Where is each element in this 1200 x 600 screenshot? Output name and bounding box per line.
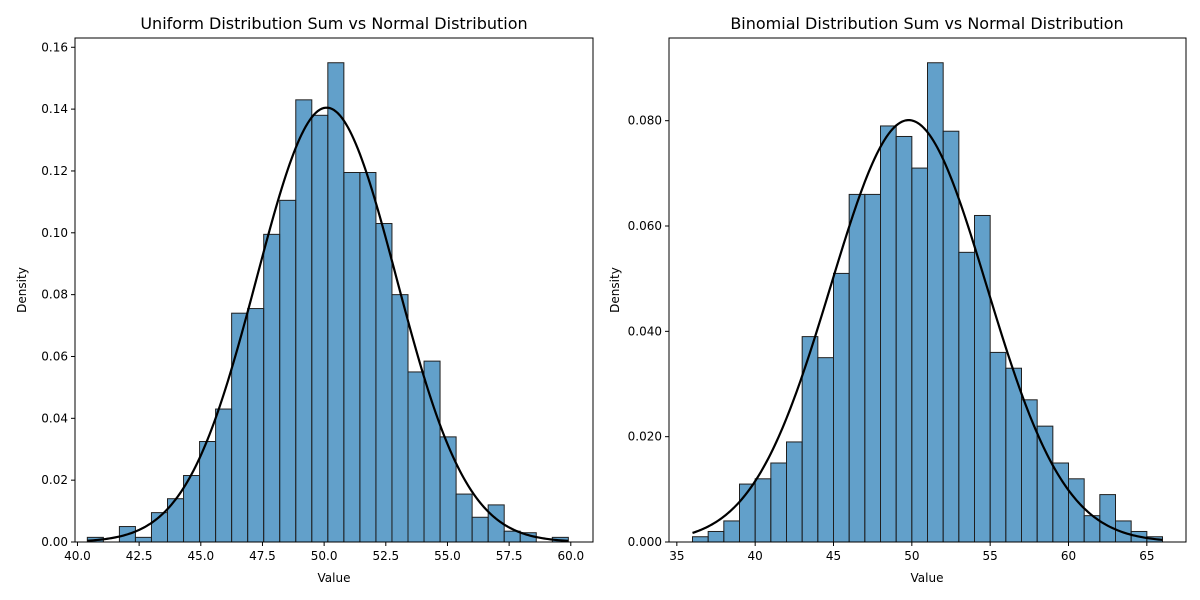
chart-title: Uniform Distribution Sum vs Normal Distr…	[140, 14, 527, 33]
normal-curve	[87, 106, 569, 542]
histogram-bar	[295, 99, 313, 543]
y-tick-label: 0.060	[628, 219, 662, 233]
histogram-bar	[455, 493, 473, 543]
histogram-bar	[471, 516, 489, 543]
histogram-bar	[279, 199, 297, 543]
histogram-bar	[263, 233, 281, 543]
y-tick-label: 0.040	[628, 324, 662, 338]
histogram-bar	[911, 167, 929, 543]
y-tick-label: 0.16	[41, 40, 68, 54]
x-tick-label: 60	[1061, 549, 1076, 563]
histogram-bar	[989, 351, 1007, 543]
axis-ticks: 40.0 42.5 45.0 47.5 50.0 52.5 55.0 57.5 60.0 0.00…	[41, 40, 584, 563]
y-tick-label: 0.080	[628, 114, 662, 128]
histogram-bar	[1036, 425, 1054, 543]
x-tick-label: 40.0	[64, 549, 91, 563]
y-axis-label: Density	[15, 267, 29, 313]
histogram-bar	[134, 536, 152, 543]
histogram-bar	[215, 408, 233, 543]
y-tick-label: 0.000	[628, 535, 662, 549]
histogram-bar	[848, 193, 866, 543]
y-tick-label: 0.04	[41, 411, 68, 425]
x-axis-label: Value	[911, 571, 944, 585]
histogram-bar	[974, 214, 991, 543]
histogram-bar	[343, 172, 361, 543]
y-tick-label: 0.12	[41, 164, 68, 178]
y-tick-label: 0.02	[41, 473, 68, 487]
histogram-bar	[1068, 478, 1085, 543]
histogram-bar	[770, 462, 788, 543]
x-tick-label: 47.5	[249, 549, 276, 563]
histogram-bar	[327, 62, 345, 543]
histogram-bar	[375, 223, 393, 543]
x-tick-label: 50	[904, 549, 919, 563]
x-tick-label: 55.0	[434, 549, 461, 563]
histogram-bar	[311, 114, 329, 543]
histogram-bar	[786, 441, 803, 543]
histogram-bar	[247, 308, 265, 543]
histogram-bar	[1005, 367, 1023, 543]
histogram-bar	[864, 193, 882, 543]
x-tick-label: 35	[669, 549, 684, 563]
chart-title: Binomial Distribution Sum vs Normal Dist…	[730, 14, 1123, 33]
x-tick-label: 55	[983, 549, 998, 563]
x-tick-label: 50.0	[311, 549, 338, 563]
y-tick-label: 0.10	[41, 226, 68, 240]
histogram-bar	[895, 135, 913, 543]
x-axis-label: Value	[318, 571, 351, 585]
plot-frame	[74, 37, 594, 543]
x-tick-label: 57.5	[496, 549, 523, 563]
histogram-bar	[231, 312, 249, 543]
y-tick-label: 0.08	[41, 288, 68, 302]
x-tick-label: 45.0	[187, 549, 214, 563]
histogram-bar	[199, 441, 217, 543]
histogram-bars	[692, 62, 1163, 543]
histogram-bar	[958, 251, 976, 543]
axis-ticks: 35 40 45 50 55 60 65 0.000 0.020 0.040 0.060 0.080	[628, 114, 1155, 563]
histogram-bar	[391, 294, 409, 543]
uniform-sum-chart: Uniform Distribution Sum vs Normal Distr…	[15, 14, 594, 585]
histogram-bar	[1099, 494, 1116, 543]
histogram-bar	[407, 371, 425, 543]
normal-curve	[692, 119, 1163, 541]
histogram-bar	[754, 478, 772, 543]
y-tick-label: 0.020	[628, 430, 662, 444]
histogram-bar	[833, 272, 850, 543]
x-tick-label: 45	[826, 549, 841, 563]
histogram-bar	[692, 536, 709, 543]
x-tick-label: 52.5	[372, 549, 399, 563]
plot-frame	[668, 37, 1187, 543]
x-tick-label: 40	[748, 549, 763, 563]
y-tick-label: 0.00	[41, 535, 68, 549]
y-tick-label: 0.14	[41, 102, 68, 116]
x-tick-label: 65	[1139, 549, 1154, 563]
y-axis-label: Density	[608, 267, 622, 313]
histogram-bar	[707, 530, 725, 543]
x-tick-label: 42.5	[126, 549, 153, 563]
histogram-bar	[880, 125, 897, 543]
histogram-bar	[359, 172, 377, 543]
histogram-bar	[817, 357, 835, 543]
histogram-bars	[86, 62, 569, 543]
histogram-bar	[1052, 462, 1069, 543]
y-tick-label: 0.06	[41, 349, 68, 363]
x-tick-label: 60.0	[557, 549, 584, 563]
binomial-sum-chart: Binomial Distribution Sum vs Normal Dist…	[608, 14, 1187, 585]
histogram-bar	[723, 520, 741, 543]
histogram-bar	[503, 530, 521, 543]
histogram-bar	[1021, 399, 1038, 543]
histogram-bar	[439, 436, 457, 543]
